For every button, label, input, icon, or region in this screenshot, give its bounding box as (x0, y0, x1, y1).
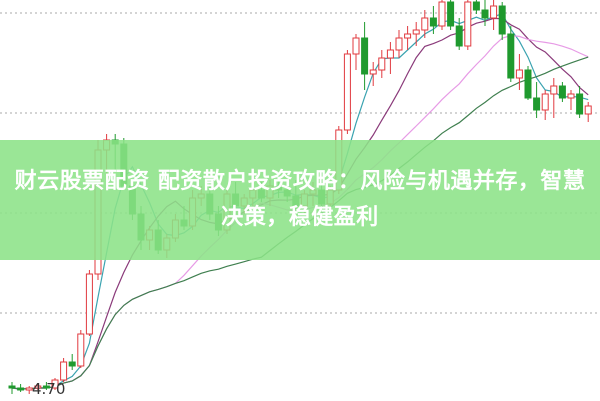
candle-down (17, 387, 25, 391)
title-banner: 财云股票配资 配资散户投资攻略：风险与机遇并存，智慧决策，稳健盈利 (0, 140, 600, 260)
candle-down (507, 33, 515, 79)
candle-up (85, 273, 93, 335)
candle-up (567, 93, 575, 99)
candle-down (8, 385, 16, 389)
candle-up (438, 1, 446, 27)
candle-up (404, 33, 412, 39)
candle-up (352, 37, 360, 55)
candle-up (490, 5, 498, 19)
candle-down (429, 17, 437, 27)
candle-up (378, 57, 386, 71)
article-title: 财云股票配资 配资散户投资攻略：风险与机遇并存，智慧决策，稳健盈利 (14, 169, 586, 230)
candle-up (60, 361, 68, 381)
candle-down (576, 93, 584, 115)
candle-up (369, 69, 377, 75)
candle-down (42, 385, 50, 389)
candle-up (515, 69, 523, 79)
candle-up (343, 53, 351, 131)
candle-up (51, 379, 59, 389)
candle-down (533, 97, 541, 111)
candle-up (464, 1, 472, 47)
candle-up (34, 385, 42, 389)
candle-up (421, 17, 429, 31)
candle-up (584, 105, 592, 115)
candle-up (550, 85, 558, 95)
candle-up (25, 387, 33, 391)
candle-down (524, 69, 532, 99)
candle-down (481, 9, 489, 19)
candle-down (498, 5, 506, 35)
candle-up (386, 49, 394, 59)
candle-up (395, 37, 403, 51)
candle-down (447, 1, 455, 27)
candle-up (541, 93, 549, 111)
candle-down (472, 1, 480, 11)
price-label: 4.70 (32, 380, 66, 398)
candle-up (77, 333, 85, 367)
candle-down (361, 37, 369, 75)
candle-up (412, 29, 420, 35)
candle-down (558, 85, 566, 99)
candle-down (68, 361, 76, 367)
candle-down (455, 25, 463, 47)
